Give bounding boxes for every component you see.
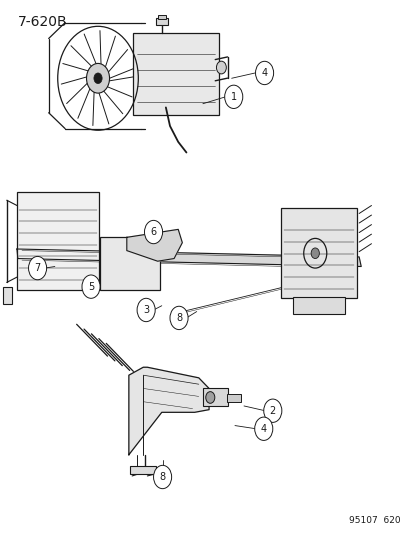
Bar xyxy=(17,192,99,290)
Text: 4: 4 xyxy=(261,68,267,78)
Bar xyxy=(280,208,356,298)
Text: 4: 4 xyxy=(260,424,266,434)
Circle shape xyxy=(82,275,100,298)
Text: 7: 7 xyxy=(34,263,40,273)
Circle shape xyxy=(205,392,214,403)
Text: 1: 1 xyxy=(230,92,236,102)
Circle shape xyxy=(263,399,281,422)
Bar xyxy=(155,18,168,25)
Text: 6: 6 xyxy=(150,227,156,237)
Bar xyxy=(226,394,240,402)
Circle shape xyxy=(86,63,109,93)
Text: 3: 3 xyxy=(143,305,149,315)
Bar xyxy=(100,237,159,290)
Circle shape xyxy=(254,417,272,440)
Circle shape xyxy=(28,256,47,280)
Circle shape xyxy=(255,61,273,85)
Text: 8: 8 xyxy=(176,313,182,323)
Polygon shape xyxy=(128,367,209,455)
Circle shape xyxy=(137,298,155,321)
Bar xyxy=(293,297,344,314)
Polygon shape xyxy=(126,229,182,261)
Text: 8: 8 xyxy=(159,472,165,482)
Circle shape xyxy=(94,73,102,84)
Bar xyxy=(202,389,227,406)
Bar xyxy=(2,287,12,304)
Circle shape xyxy=(170,306,188,329)
Text: 5: 5 xyxy=(88,281,94,292)
Circle shape xyxy=(224,85,242,109)
Bar xyxy=(129,466,156,474)
Polygon shape xyxy=(17,249,360,266)
Text: 95107  620: 95107 620 xyxy=(348,516,399,525)
Bar xyxy=(157,15,166,19)
Circle shape xyxy=(311,248,318,259)
Circle shape xyxy=(144,220,162,244)
Circle shape xyxy=(216,61,226,74)
Bar xyxy=(133,33,219,115)
Circle shape xyxy=(153,465,171,489)
Text: 2: 2 xyxy=(269,406,275,416)
Text: 7-620B: 7-620B xyxy=(18,14,67,29)
